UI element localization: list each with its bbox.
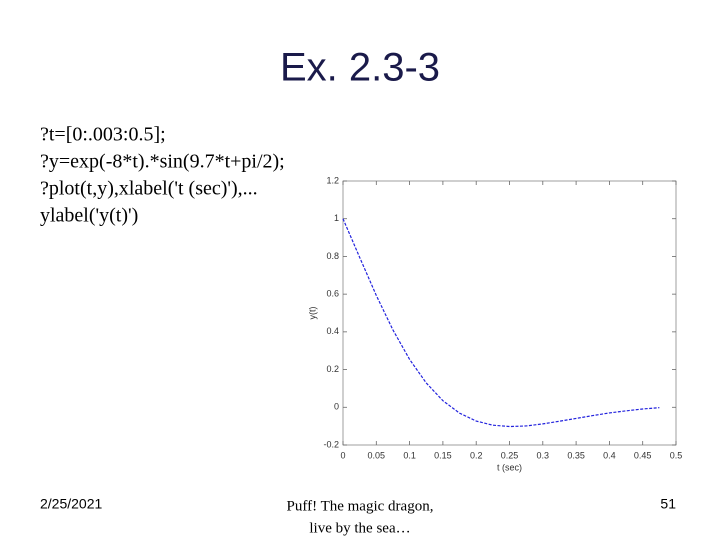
- x-tick-label: 0.4: [603, 450, 616, 460]
- x-tick-label: 0: [340, 450, 345, 460]
- x-axis-label: t (sec): [497, 462, 522, 472]
- y-tick-label: -0.2: [323, 439, 339, 449]
- y-tick-label: 1: [334, 213, 339, 223]
- plot-frame: [342, 180, 677, 446]
- x-tick-label: 0.5: [670, 450, 683, 460]
- code-line: ?plot(t,y),xlabel('t (sec)'),...: [40, 178, 258, 200]
- footer-date: 2/25/2021: [40, 496, 102, 512]
- footer-text: live by the sea…: [309, 520, 410, 536]
- x-tick-label: 0.2: [470, 450, 483, 460]
- x-tick-label: 0.45: [634, 450, 652, 460]
- code-line: ?y=exp(-8*t).*sin(9.7*t+pi/2);: [40, 151, 285, 173]
- x-tick-label: 0.25: [501, 450, 519, 460]
- y-tick-label: 0.4: [326, 326, 339, 336]
- y-tick-label: 0.6: [326, 289, 339, 299]
- x-tick-label: 0.1: [403, 450, 416, 460]
- x-tick-label: 0.3: [537, 450, 550, 460]
- data-line: [342, 218, 660, 428]
- code-line: ylabel('y(t)'): [40, 205, 138, 227]
- x-tick-label: 0.05: [368, 450, 386, 460]
- y-tick-label: 0: [334, 402, 339, 412]
- y-axis-label: y(t): [307, 307, 317, 320]
- y-tick-label: 0.8: [326, 251, 339, 261]
- x-tick-label: 0.15: [434, 450, 452, 460]
- footer-text: Puff! The magic dragon,: [287, 498, 434, 514]
- slide-title: Ex. 2.3-3: [280, 46, 440, 90]
- y-tick-label: 1.2: [326, 175, 339, 185]
- y-tick-label: 0.2: [326, 364, 339, 374]
- page-number: 51: [660, 496, 676, 512]
- x-tick-label: 0.35: [567, 450, 585, 460]
- code-line: ?t=[0:.003:0.5];: [40, 124, 166, 146]
